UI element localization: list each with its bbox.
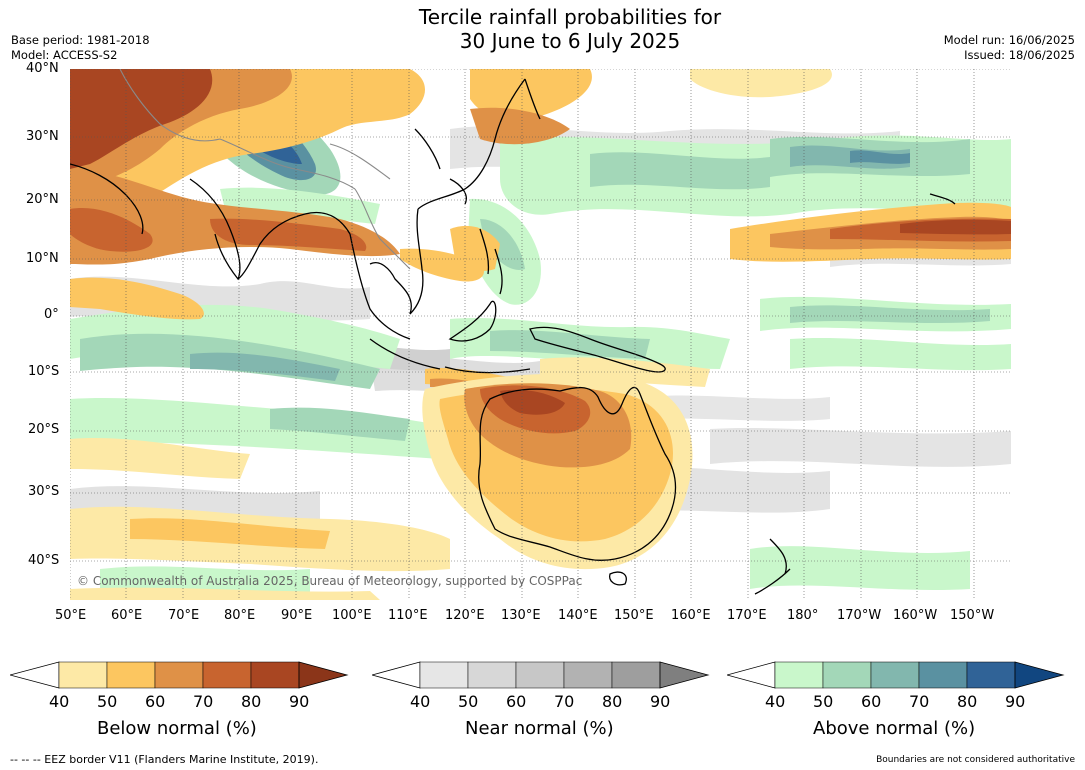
cb-near-bin-70-80 [563, 661, 613, 689]
lat-label-10n: 10°N [26, 251, 59, 266]
cb-above-bin-40-50 [774, 661, 824, 689]
issued-date: Issued: 18/06/2025 [964, 48, 1075, 62]
map-title-line1: Tercile rainfall probabilities for [418, 5, 722, 29]
lon-label-160e: 160°E [671, 608, 711, 623]
cb-below-bin-40-50 [58, 661, 108, 689]
cb-above-label: Above normal (%) [813, 718, 976, 739]
cb-above-bin-70-80 [918, 661, 968, 689]
lon-label-150e: 150°E [614, 608, 654, 623]
lon-label-170w: 170°W [837, 608, 882, 623]
lon-label-160w: 160°W [893, 608, 938, 623]
cb-below-tri-right [298, 661, 349, 689]
lon-label-100e: 100°E [332, 608, 372, 623]
colorbar-near-normal [372, 661, 710, 689]
cb-below-bin-80-90 [250, 661, 300, 689]
cb-above-tri-left [727, 661, 776, 689]
cb-above-tri-right [1014, 661, 1065, 689]
cb-near-tick-50: 50 [458, 692, 479, 711]
cb-above-tick-40: 40 [765, 692, 786, 711]
lat-label-30n: 30°N [26, 129, 59, 144]
lat-label-40s: 40°S [28, 553, 60, 568]
lat-label-40n: 40°N [26, 61, 59, 76]
lat-label-20s: 20°S [28, 422, 60, 437]
cb-above-tick-60: 60 [861, 692, 882, 711]
lon-label-180: 180° [787, 608, 819, 623]
cb-near-bin-60-70 [515, 661, 565, 689]
lat-label-10s: 10°S [28, 364, 60, 379]
lat-label-20n: 20°N [26, 192, 59, 207]
lon-label-140e: 140°E [558, 608, 598, 623]
colorbar-below-normal [10, 661, 349, 689]
cb-below-tick-80: 80 [241, 692, 262, 711]
lat-label-0: 0° [44, 307, 59, 322]
cb-near-bin-50-60 [467, 661, 517, 689]
lon-label-130e: 130°E [501, 608, 541, 623]
cb-above-tick-70: 70 [909, 692, 930, 711]
rainfall-probability-map [70, 69, 1011, 600]
boundaries-note: Boundaries are not considered authoritat… [876, 755, 1075, 765]
lon-label-120e: 120°E [445, 608, 485, 623]
cb-below-tick-60: 60 [145, 692, 166, 711]
lon-label-150w: 150°W [950, 608, 995, 623]
cb-above-bin-80-90 [966, 661, 1016, 689]
cb-near-bin-80-90 [611, 661, 661, 689]
cb-near-tri-left [372, 661, 421, 689]
lon-label-90e: 90°E [281, 608, 313, 623]
cb-below-tick-70: 70 [193, 692, 214, 711]
below-normal-regions [70, 69, 1011, 600]
cb-below-tri-left [10, 661, 60, 689]
cb-above-tick-80: 80 [957, 692, 978, 711]
lon-label-60e: 60°E [111, 608, 143, 623]
cb-above-bin-50-60 [822, 661, 872, 689]
cb-near-tick-60: 60 [506, 692, 527, 711]
lon-label-80e: 80°E [224, 608, 256, 623]
cb-above-tick-50: 50 [813, 692, 834, 711]
lon-label-70e: 70°E [168, 608, 200, 623]
cb-near-tick-80: 80 [602, 692, 623, 711]
cb-below-label: Below normal (%) [97, 718, 257, 739]
base-period: Base period: 1981-2018 [11, 33, 150, 47]
cb-near-tri-right [659, 661, 710, 689]
model-name: Model: ACCESS-S2 [11, 48, 118, 62]
lat-label-30s: 30°S [28, 484, 60, 499]
cb-near-tick-70: 70 [554, 692, 575, 711]
cb-below-bin-70-80 [202, 661, 252, 689]
lon-label-110e: 110°E [388, 608, 428, 623]
copyright-notice: © Commonwealth of Australia 2025, Bureau… [77, 574, 583, 588]
cb-near-label: Near normal (%) [465, 718, 614, 739]
colorbar-above-normal [727, 661, 1065, 689]
cb-below-bin-60-70 [154, 661, 204, 689]
cb-near-tick-40: 40 [410, 692, 431, 711]
map-title-line2: 30 June to 6 July 2025 [459, 29, 681, 53]
cb-below-tick-50: 50 [97, 692, 118, 711]
cb-below-bin-50-60 [106, 661, 156, 689]
lon-label-50e: 50°E [55, 608, 87, 623]
cb-below-tick-40: 40 [49, 692, 70, 711]
graticule [70, 69, 1011, 600]
model-run: Model run: 16/06/2025 [943, 33, 1075, 47]
lon-label-170e: 170°E [727, 608, 767, 623]
country-borders [119, 69, 411, 270]
cb-near-bin-40-50 [419, 661, 469, 689]
cb-near-tick-90: 90 [650, 692, 671, 711]
cb-above-tick-90: 90 [1005, 692, 1026, 711]
cb-above-bin-60-70 [870, 661, 920, 689]
coastlines [70, 78, 956, 595]
eez-border-note: -- -- -- EEZ border V11 (Flanders Marine… [10, 753, 319, 766]
cb-below-tick-90: 90 [289, 692, 310, 711]
